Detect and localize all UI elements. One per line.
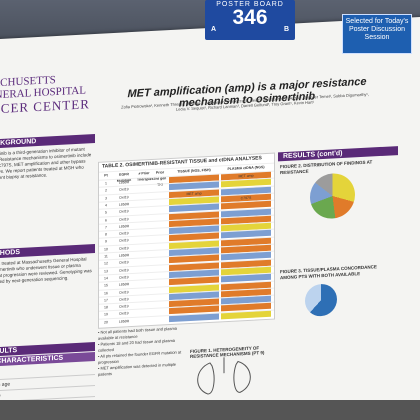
poster-board-sign: POSTER BOARD 346 A B	[205, 0, 295, 40]
board-side-a: A	[211, 26, 217, 33]
pie-chart-concordance	[305, 283, 337, 317]
lung-illustration	[197, 357, 251, 395]
table-cell-pt: 20	[104, 319, 108, 325]
table-header-cell: # Prior Therapies	[137, 171, 154, 182]
pie-chart-distribution	[310, 172, 355, 220]
table-header-cell: Prior 3rd gen TKI	[153, 170, 167, 187]
table-cell-egfr: L858R	[118, 318, 130, 324]
selected-discussion-badge: Selected for Today's Poster Discussion S…	[342, 14, 412, 54]
research-poster: SSACHUSETTS GENERAL HOSPITAL ANCER CENTE…	[0, 15, 420, 420]
floor	[0, 400, 420, 420]
resistance-table: TABLE 2. OSIMERTINIB-RESISTANT TISSUE an…	[98, 152, 275, 329]
figure-1: FIGURE 1. HETEROGENEITY OF RESISTANCE ME…	[190, 345, 270, 409]
figure-3-title: FIGURE 3. TISSUE/PLASMA CONCORDANCE AMON…	[280, 264, 377, 281]
table-notes: • Not all patients had both tissue and p…	[98, 325, 188, 378]
background-text: Osimertinib is a third-generation inhibi…	[0, 146, 92, 181]
table-header-cell: Pt	[104, 173, 108, 178]
institution-logo: SSACHUSETTS GENERAL HOSPITAL ANCER CENTE…	[0, 71, 110, 118]
table-cell-plasma	[221, 310, 271, 320]
table-header-cell: EGFR Mutation	[116, 172, 132, 183]
table-cell-tissue	[169, 313, 219, 322]
methods-text: Patients treated at Massachusetts Genera…	[0, 256, 92, 285]
board-label: POSTER BOARD	[216, 1, 284, 8]
board-side-b: B	[283, 26, 289, 33]
board-number: 346	[232, 6, 268, 29]
figure-2-title: FIGURE 2. DISTRIBUTION OF FINDINGS AT RE…	[280, 159, 373, 175]
